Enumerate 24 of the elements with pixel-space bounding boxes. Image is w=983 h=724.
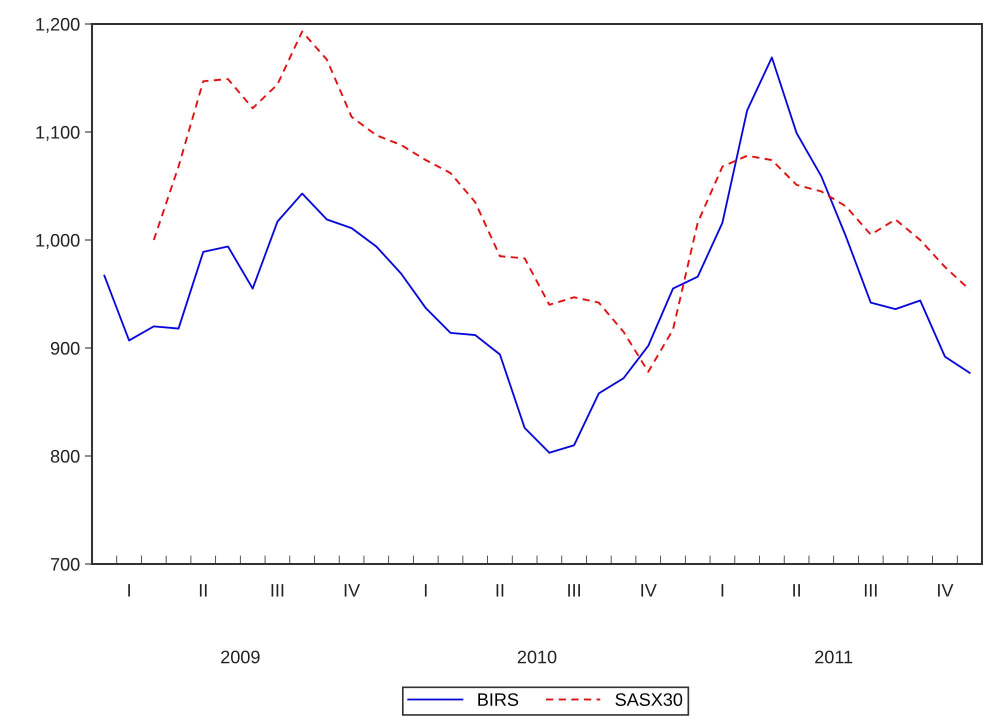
- y-tick-label: 1,100: [36, 126, 80, 141]
- x-tick-label: II: [496, 584, 504, 597]
- text: 2009: [221, 650, 260, 664]
- line-series: [103, 56, 971, 454]
- y-tick-label: 1,200: [36, 18, 80, 33]
- x-tick-label: IV: [344, 584, 360, 597]
- text: 2011: [815, 650, 852, 664]
- y-tick-label: 700: [51, 558, 80, 571]
- x-tick-label: I: [722, 584, 724, 597]
- y-tick-label: 900: [50, 342, 80, 355]
- legend-label: BIRS: [478, 693, 518, 706]
- y-tick-label: 800: [50, 450, 80, 463]
- x-tick-label: III: [568, 584, 580, 597]
- x-tick-label: III: [272, 584, 284, 597]
- legend-label: SASX30: [615, 693, 682, 706]
- x-tick-label: I: [424, 584, 427, 597]
- x-tick-label: IV: [641, 584, 657, 597]
- text: 2010: [518, 650, 556, 664]
- x-tick-label: II: [200, 584, 207, 597]
- x-tick-label: I: [128, 584, 130, 597]
- x-tick-label: II: [793, 584, 800, 597]
- x-tick-label: III: [864, 584, 877, 597]
- y-tick-label: 1,000: [36, 234, 80, 249]
- x-tick-label: IV: [938, 584, 954, 597]
